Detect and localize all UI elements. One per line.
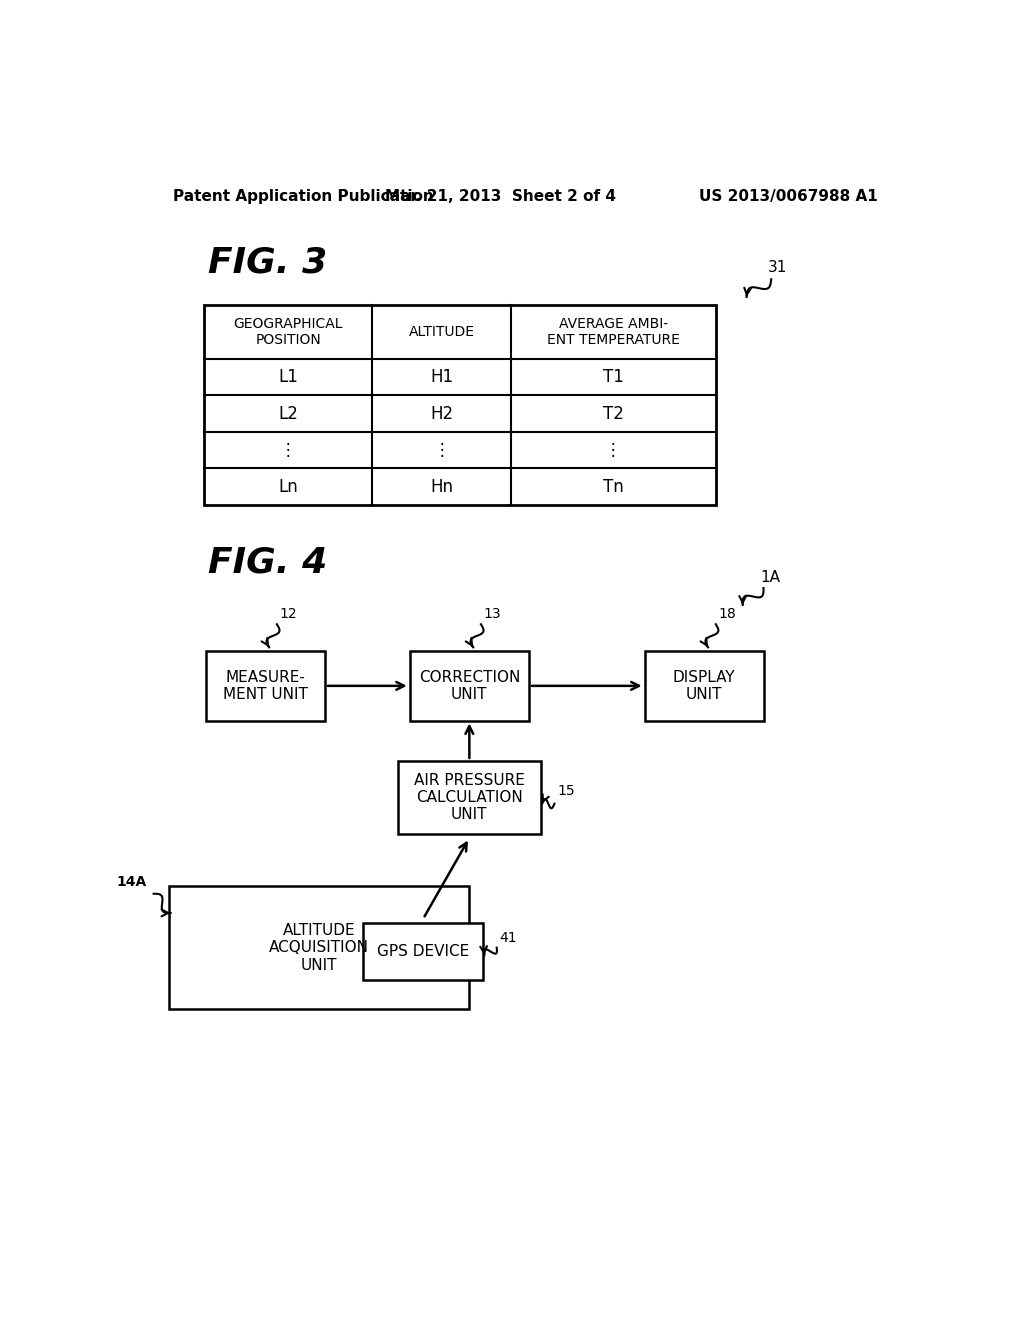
Bar <box>206 651 325 721</box>
Bar <box>398 760 541 834</box>
Text: US 2013/0067988 A1: US 2013/0067988 A1 <box>698 189 878 205</box>
Bar <box>169 886 469 1010</box>
Text: ALTITUDE
ACQUISITION
UNIT: ALTITUDE ACQUISITION UNIT <box>269 923 370 973</box>
Text: L2: L2 <box>279 404 298 422</box>
Text: MEASURE-
MENT UNIT: MEASURE- MENT UNIT <box>223 669 308 702</box>
Text: 12: 12 <box>280 607 297 622</box>
Text: GPS DEVICE: GPS DEVICE <box>377 944 469 960</box>
Text: T2: T2 <box>603 404 624 422</box>
Text: Hn: Hn <box>430 478 454 495</box>
Text: ⋮: ⋮ <box>605 441 622 459</box>
Text: 41: 41 <box>500 931 517 945</box>
Bar <box>410 651 529 721</box>
Bar <box>364 923 483 981</box>
Text: CORRECTION
UNIT: CORRECTION UNIT <box>419 669 520 702</box>
Text: AIR PRESSURE
CALCULATION
UNIT: AIR PRESSURE CALCULATION UNIT <box>414 772 524 822</box>
Bar <box>204 305 716 506</box>
Text: 15: 15 <box>557 784 575 799</box>
Text: 1A: 1A <box>761 570 780 585</box>
Text: H2: H2 <box>430 404 454 422</box>
Text: Mar. 21, 2013  Sheet 2 of 4: Mar. 21, 2013 Sheet 2 of 4 <box>385 189 615 205</box>
Text: 14A: 14A <box>117 875 147 890</box>
Text: 18: 18 <box>718 607 736 622</box>
Text: T1: T1 <box>603 368 624 385</box>
Text: AVERAGE AMBI-
ENT TEMPERATURE: AVERAGE AMBI- ENT TEMPERATURE <box>547 317 680 347</box>
Text: 31: 31 <box>768 260 787 276</box>
Text: ALTITUDE: ALTITUDE <box>409 325 475 339</box>
Text: Patent Application Publication: Patent Application Publication <box>173 189 433 205</box>
Text: Tn: Tn <box>603 478 624 495</box>
Text: L1: L1 <box>279 368 298 385</box>
Text: ⋮: ⋮ <box>280 441 296 459</box>
Text: Ln: Ln <box>279 478 298 495</box>
Bar <box>644 651 764 721</box>
Text: H1: H1 <box>430 368 454 385</box>
Text: 13: 13 <box>483 607 501 622</box>
Text: GEOGRAPHICAL
POSITION: GEOGRAPHICAL POSITION <box>233 317 343 347</box>
Text: ⋮: ⋮ <box>433 441 450 459</box>
Text: FIG. 3: FIG. 3 <box>208 246 327 280</box>
Text: FIG. 4: FIG. 4 <box>208 545 327 579</box>
Text: DISPLAY
UNIT: DISPLAY UNIT <box>673 669 735 702</box>
